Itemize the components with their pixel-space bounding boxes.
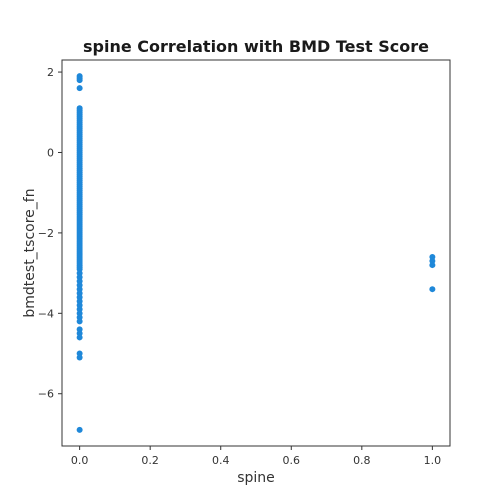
x-axis-label: spine <box>237 470 275 486</box>
scatter-point <box>76 354 83 361</box>
data-points <box>76 73 436 433</box>
scatter-point <box>76 426 83 433</box>
scatter-point <box>76 264 83 271</box>
x-tick-label: 1.0 <box>424 454 442 467</box>
chart-title: spine Correlation with BMD Test Score <box>83 37 429 56</box>
y-tick-label: −6 <box>38 388 54 401</box>
scatter-point <box>429 286 436 293</box>
x-axis: 0.0 0.2 0.4 0.6 0.8 1.0 <box>71 446 441 467</box>
x-tick-label: 0.2 <box>141 454 159 467</box>
y-axis-label: bmdtest_tscore_fn <box>22 188 38 317</box>
x-tick-label: 0.4 <box>212 454 230 467</box>
scatter-point <box>76 85 83 92</box>
scatter-point <box>76 334 83 341</box>
scatter-point <box>76 77 83 84</box>
x-tick-label: 0.8 <box>353 454 371 467</box>
y-axis: −6 −4 −2 0 2 <box>38 66 62 401</box>
y-tick-label: −4 <box>38 307 54 320</box>
plot-frame <box>61 59 451 447</box>
y-tick-label: 0 <box>47 146 54 159</box>
x-tick-label: 0.6 <box>283 454 301 467</box>
y-tick-label: 2 <box>47 66 54 79</box>
scatter-point <box>76 318 83 325</box>
scatter-point <box>429 262 436 269</box>
x-tick-label: 0.0 <box>71 454 89 467</box>
y-tick-label: −2 <box>38 227 54 240</box>
